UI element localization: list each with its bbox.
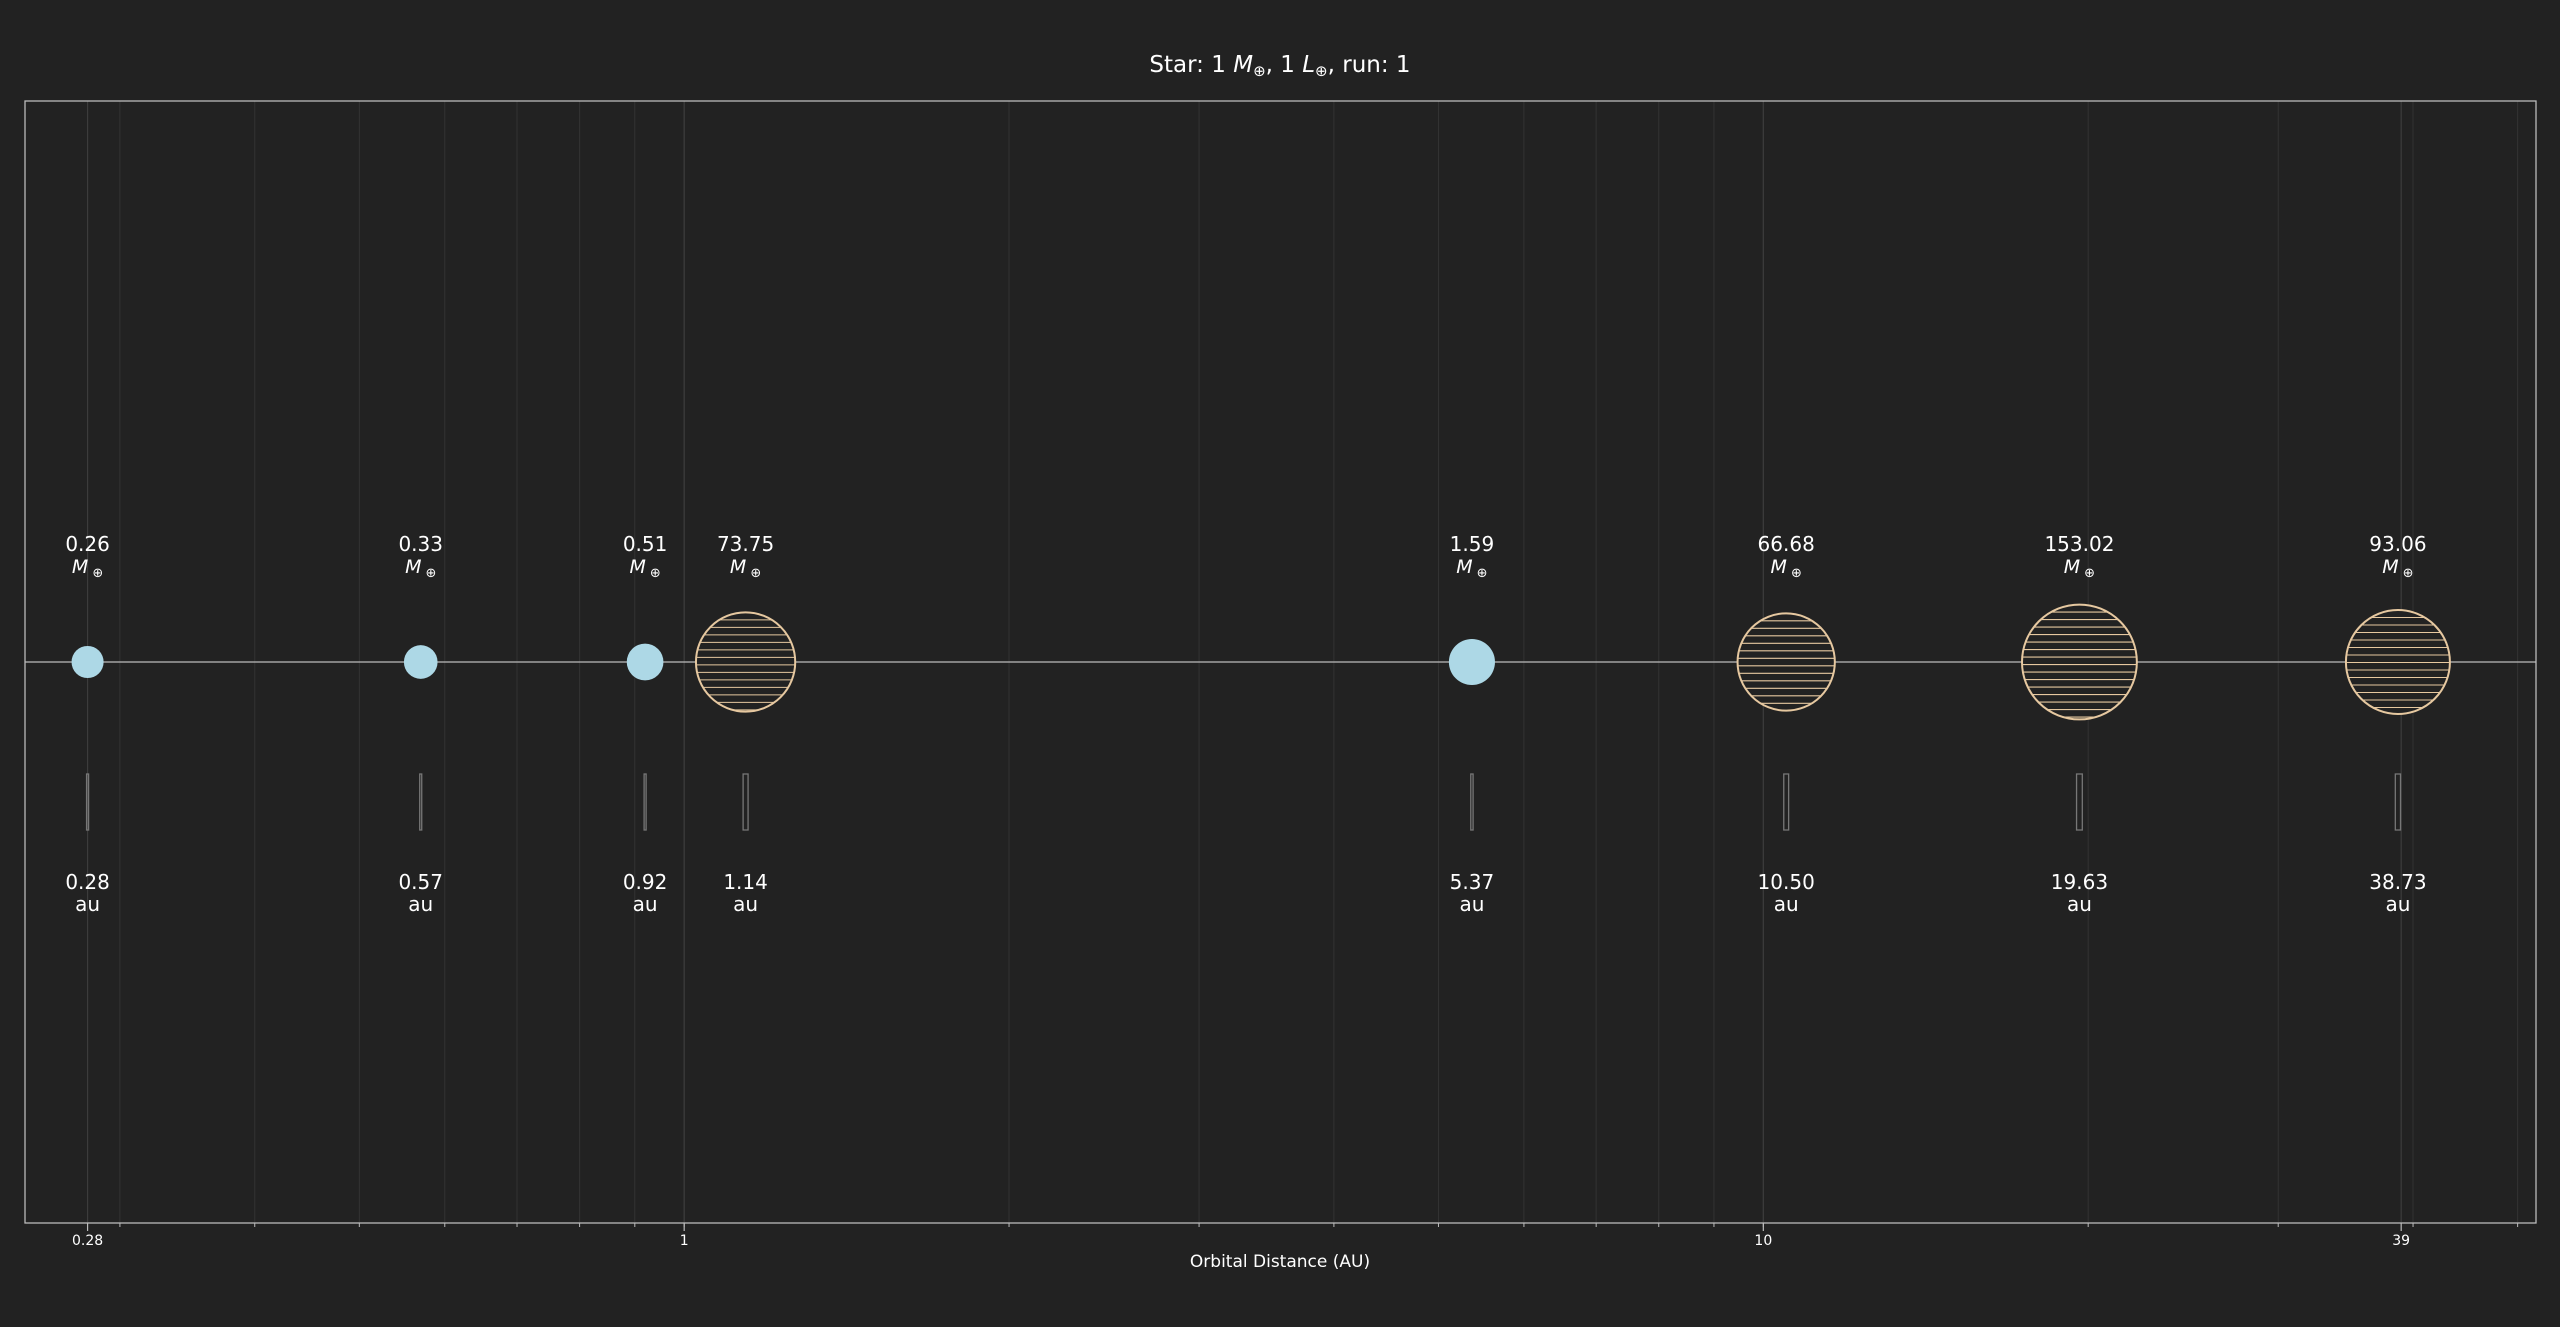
planet-mass-unit: M ⊕	[1456, 556, 1487, 581]
planet-distance-value: 0.28	[65, 870, 110, 894]
planet-distance-unit: au	[633, 892, 658, 916]
orbit-range-bar	[1470, 773, 1474, 831]
planet-layer	[71, 603, 2451, 721]
planet-distance-value: 38.73	[2369, 870, 2426, 894]
planet-distance-value: 1.14	[723, 870, 768, 894]
planet-mass-value: 0.51	[623, 532, 668, 556]
planet-gas-giant	[2344, 609, 2451, 715]
x-tick-label: 10	[1754, 1233, 1772, 1249]
planet-distance-unit: au	[2067, 892, 2092, 916]
orbit-range-bar	[419, 773, 423, 831]
chart-title-part: ⊕	[1315, 62, 1328, 80]
chart-title-part: Star: 1	[1149, 52, 1233, 78]
planet-distance-unit: au	[1774, 892, 1799, 916]
x-axis-label: Orbital Distance (AU)	[1190, 1252, 1370, 1272]
chart-title-part: ⊕	[1253, 62, 1266, 80]
orbit-range-bar	[2075, 773, 2083, 831]
chart-title-part: M	[1233, 52, 1253, 78]
planet-mass-value: 93.06	[2369, 532, 2426, 556]
grid-layer	[86, 101, 2519, 1227]
orbit-range-bar	[2394, 773, 2402, 831]
planet-gas-hatch	[1737, 613, 1835, 711]
planet-mass-unit: M ⊕	[629, 556, 660, 581]
x-tick-layer: 0.28 1 10 39	[72, 1223, 2410, 1249]
planet-gas-giant	[694, 611, 797, 713]
orbit-range-bar	[742, 773, 749, 831]
planet-distance-unit: au	[75, 892, 100, 916]
planet-rocky	[71, 645, 104, 679]
orbit-range-bar	[1783, 773, 1790, 831]
planet-mass-value: 153.02	[2044, 532, 2114, 556]
x-tick-label: 0.28	[72, 1233, 103, 1249]
planet-mass-value: 1.59	[1450, 532, 1495, 556]
planet-distance-value: 0.92	[623, 870, 668, 894]
planet-mass-value: 66.68	[1758, 532, 1815, 556]
planet-gas-giant	[2020, 603, 2138, 721]
chart-title-part: L	[1302, 52, 1315, 78]
orbit-range-bar	[85, 773, 90, 831]
planet-gas-hatch	[2021, 604, 2137, 720]
planet-distance-unit: au	[408, 892, 433, 916]
planet-mass-unit: M ⊕	[405, 556, 436, 581]
planet-rocky	[1448, 638, 1495, 686]
planet-rocky	[626, 643, 664, 681]
chart-title-part: , run: 1	[1328, 52, 1411, 78]
planet-mass-unit: M ⊕	[1771, 556, 1802, 581]
planet-distance-value: 5.37	[1450, 870, 1495, 894]
x-tick-label: 1	[680, 1233, 689, 1249]
planet-distance-value: 0.57	[398, 870, 443, 894]
planet-gas-hatch	[2345, 610, 2450, 714]
planet-rocky	[403, 645, 438, 679]
chart-title: Star: 1 M⊕, 1 L⊕, run: 1	[1149, 52, 1410, 80]
planet-distance-unit: au	[1459, 892, 1484, 916]
planet-mass-unit: M ⊕	[2382, 556, 2413, 581]
planet-mass-value: 73.75	[717, 532, 774, 556]
orbit-range-bar	[643, 773, 647, 831]
planet-distance-value: 19.63	[2051, 870, 2108, 894]
planet-mass-unit: M ⊕	[72, 556, 103, 581]
chart-title-part: , 1	[1266, 52, 1303, 78]
planet-distance-value: 10.50	[1758, 870, 1815, 894]
planet-mass-unit: M ⊕	[730, 556, 761, 581]
planet-distance-unit: au	[2385, 892, 2410, 916]
planet-distance-unit: au	[733, 892, 758, 916]
x-tick-label: 39	[2392, 1233, 2410, 1249]
planet-gas-giant	[1736, 612, 1836, 712]
planet-gas-hatch	[695, 612, 796, 712]
planet-mass-unit: M ⊕	[2064, 556, 2095, 581]
planet-mass-value: 0.33	[398, 532, 443, 556]
planet-mass-value: 0.26	[65, 532, 110, 556]
